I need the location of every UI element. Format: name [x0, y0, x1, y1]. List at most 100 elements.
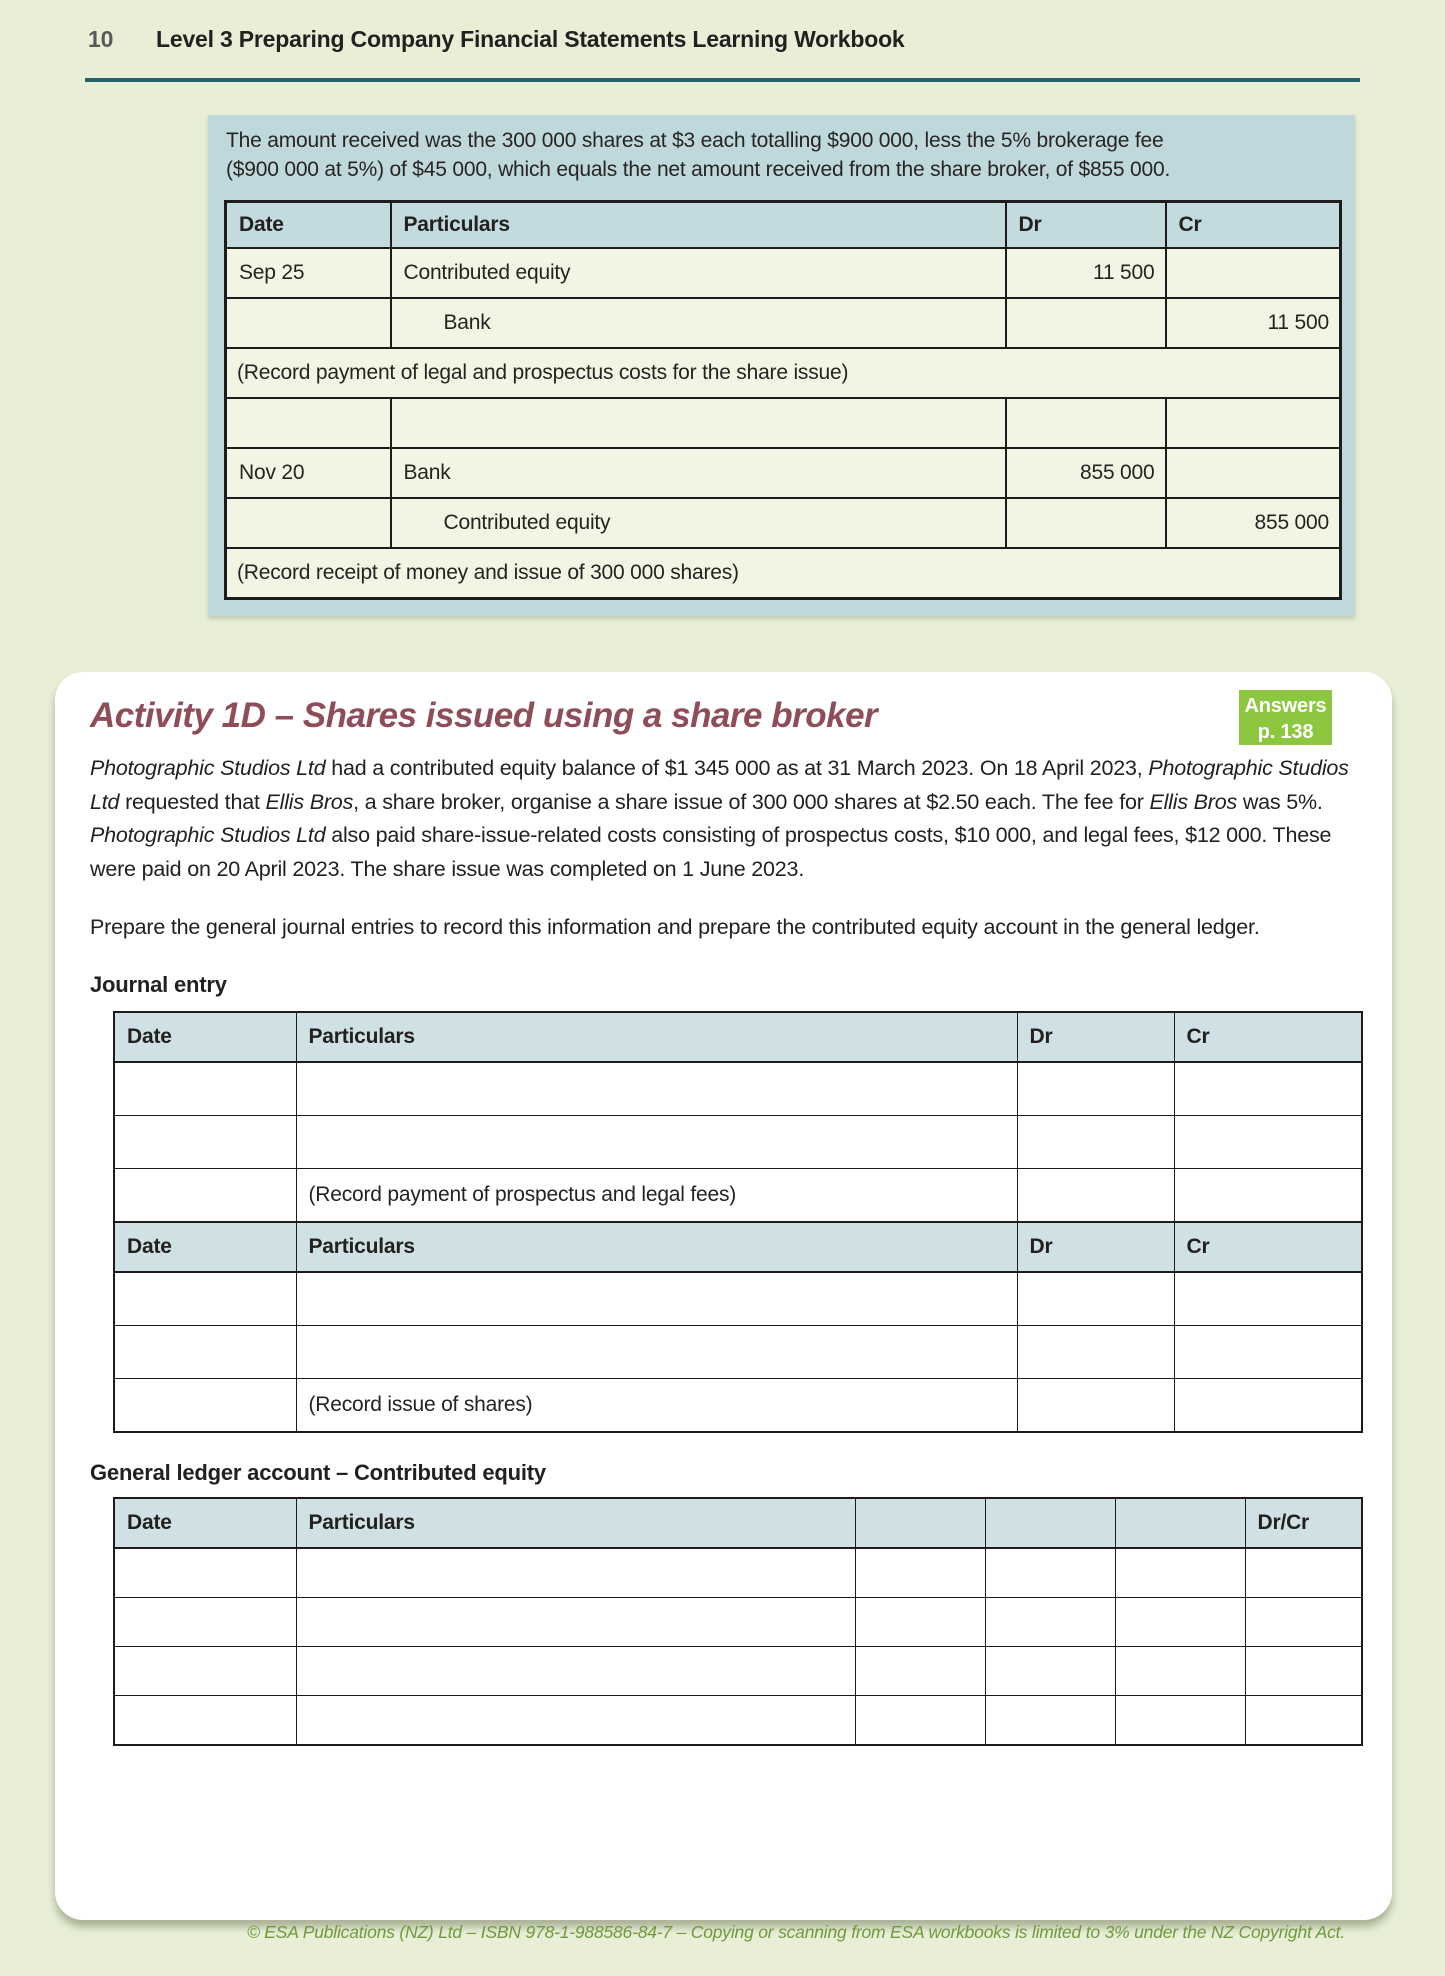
cr-cell — [1164, 247, 1342, 299]
particulars-cell — [295, 1324, 1018, 1379]
cr-cell — [1173, 1377, 1363, 1432]
narration-cell: (Record receipt of money and issue of 30… — [224, 547, 1342, 600]
table-header-row: Date Particulars Dr Cr — [224, 200, 1342, 249]
dr-cell — [1016, 1377, 1175, 1432]
dr-cell — [1016, 1114, 1175, 1169]
particulars-cell — [295, 1061, 1018, 1116]
amount-cell — [984, 1596, 1116, 1647]
column-header-blank — [984, 1497, 1116, 1549]
drcr-cell — [1244, 1596, 1363, 1647]
amount-cell — [854, 1645, 986, 1696]
particulars-cell — [295, 1694, 856, 1745]
blank-row — [113, 1324, 1363, 1379]
date-cell — [113, 1377, 297, 1432]
answers-badge-line1: Answers — [1244, 695, 1327, 717]
column-header-dr: Dr — [1004, 200, 1167, 249]
particulars-cell: Contributed equity — [389, 247, 1007, 299]
general-ledger-table: Date Particulars Dr/Cr — [113, 1496, 1363, 1746]
date-cell — [224, 397, 392, 449]
column-header-particulars: Particulars — [389, 200, 1007, 249]
blank-row — [113, 1271, 1363, 1326]
header-rule — [85, 78, 1360, 82]
amount-cell — [1114, 1547, 1246, 1598]
cr-cell — [1173, 1167, 1363, 1222]
column-header-date: Date — [113, 1010, 297, 1063]
table-header-row: Date Particulars Dr Cr — [113, 1010, 1363, 1063]
dr-cell: 855 000 — [1004, 447, 1167, 499]
column-header-date: Date — [113, 1220, 297, 1273]
journal-entry-row: Contributed equity 855 000 — [224, 497, 1342, 549]
column-header-dr: Dr — [1016, 1010, 1175, 1063]
amount-cell — [1114, 1596, 1246, 1647]
column-header-particulars: Particulars — [295, 1220, 1018, 1273]
answer-explanation-line2: ($900 000 at 5%) of $45 000, which equal… — [226, 157, 1171, 181]
amount-cell — [854, 1596, 986, 1647]
journal-entry-label: Journal entry — [90, 971, 227, 997]
date-cell — [113, 1547, 297, 1598]
cr-cell — [1173, 1061, 1363, 1116]
date-cell — [113, 1694, 297, 1745]
date-cell — [113, 1271, 297, 1326]
dr-cell — [1016, 1271, 1175, 1326]
cr-cell — [1173, 1324, 1363, 1379]
journal-entry-table: Date Particulars Dr Cr (Record payment o… — [113, 1010, 1363, 1433]
amount-cell — [854, 1547, 986, 1598]
date-cell — [113, 1061, 297, 1116]
cr-cell: 11 500 — [1164, 297, 1342, 349]
column-header-dr: Dr — [1016, 1220, 1175, 1273]
particulars-cell — [295, 1271, 1018, 1326]
column-header-blank — [1114, 1497, 1246, 1549]
blank-row — [113, 1596, 1363, 1647]
general-ledger-label: General ledger account – Contributed equ… — [90, 1459, 546, 1485]
column-header-particulars: Particulars — [295, 1497, 856, 1549]
worked-answer-panel: The amount received was the 300 000 shar… — [208, 115, 1355, 616]
narration-row: (Record receipt of money and issue of 30… — [224, 547, 1342, 600]
answers-badge: Answers p. 138 — [1239, 690, 1332, 745]
particulars-cell — [295, 1645, 856, 1696]
amount-cell — [984, 1645, 1116, 1696]
blank-row — [113, 1547, 1363, 1598]
narration-row: (Record payment of prospectus and legal … — [113, 1167, 1363, 1222]
particulars-cell — [295, 1547, 856, 1598]
date-cell — [224, 297, 392, 349]
journal-entry-row: Sep 25 Contributed equity 11 500 — [224, 247, 1342, 299]
column-header-date: Date — [224, 200, 392, 249]
dr-cell — [1016, 1167, 1175, 1222]
page-header: 10 Level 3 Preparing Company Financial S… — [88, 26, 905, 53]
column-header-cr: Cr — [1173, 1220, 1363, 1273]
amount-cell — [854, 1694, 986, 1745]
date-cell: Sep 25 — [224, 247, 392, 299]
cr-cell — [1173, 1271, 1363, 1326]
journal-entry-row: Nov 20 Bank 855 000 — [224, 447, 1342, 499]
narration-cell: (Record payment of prospectus and legal … — [295, 1167, 1018, 1222]
particulars-cell: Contributed equity — [389, 497, 1007, 549]
amount-cell — [984, 1547, 1116, 1598]
answer-explanation: The amount received was the 300 000 shar… — [226, 127, 1339, 184]
blank-row — [113, 1694, 1363, 1745]
dr-cell — [1004, 497, 1167, 549]
date-cell — [224, 497, 392, 549]
amount-cell — [984, 1694, 1116, 1745]
dr-cell — [1016, 1324, 1175, 1379]
date-cell — [113, 1596, 297, 1647]
blank-row — [113, 1061, 1363, 1116]
blank-row — [224, 397, 1342, 449]
date-cell — [113, 1167, 297, 1222]
blank-row — [113, 1645, 1363, 1696]
dr-cell — [1004, 297, 1167, 349]
amount-cell — [1114, 1645, 1246, 1696]
table-header-row: Date Particulars Dr Cr — [113, 1220, 1363, 1273]
journal-entry-row: Bank 11 500 — [224, 297, 1342, 349]
cr-cell — [1164, 397, 1342, 449]
cr-cell: 855 000 — [1164, 497, 1342, 549]
date-cell — [113, 1324, 297, 1379]
narration-cell: (Record issue of shares) — [295, 1377, 1018, 1432]
cr-cell — [1173, 1114, 1363, 1169]
cr-cell — [1164, 447, 1342, 499]
dr-cell — [1004, 397, 1167, 449]
activity-title: Activity 1D – Shares issued using a shar… — [90, 696, 878, 735]
amount-cell — [1114, 1694, 1246, 1745]
copyright-footer: © ESA Publications (NZ) Ltd – ISBN 978-1… — [246, 1922, 1345, 1942]
table-header-row: Date Particulars Dr/Cr — [113, 1497, 1363, 1549]
